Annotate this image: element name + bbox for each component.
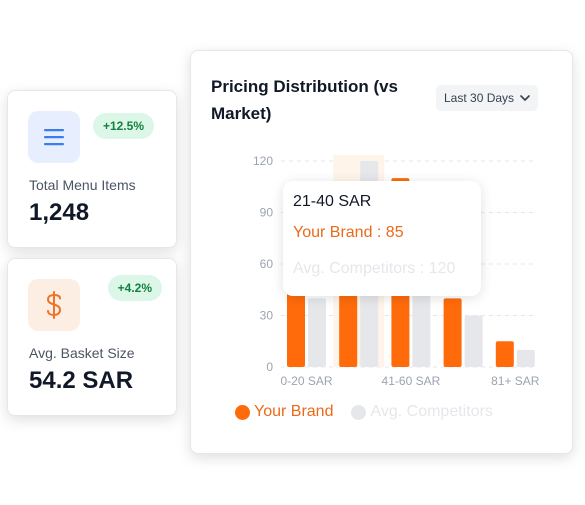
x-tick-label: 0-20 SAR [280,374,332,388]
stat-value: 54.2 SAR [29,367,134,394]
bar-brand [287,289,305,367]
menu-lines-icon [28,111,80,163]
legend-swatch-competitors [351,404,367,420]
chart-title: Pricing Distribution (vs Market) [211,77,399,123]
y-tick-label: 60 [260,257,274,271]
legend-label-competitors: Avg. Competitors [370,403,493,420]
date-range-label: Last 30 Days [444,91,515,105]
legend-swatch-brand [235,404,250,420]
chevron-down-icon [520,95,530,101]
legend-item-competitors[interactable]: Avg. Competitors [351,403,493,421]
legend-item-brand[interactable]: Your Brand [235,403,333,421]
date-range-select[interactable]: Last 30 Days [436,85,539,111]
bar-brand [495,341,514,367]
x-tick-label: 41-60 SAR [382,374,441,388]
tooltip-brand-value: Your Brand : 85 [293,224,404,241]
stat-label: Total Menu Items [29,177,136,193]
y-tick-label: 90 [260,206,274,220]
tooltip-competitors-value: Avg. Competitors : 120 [293,260,456,277]
dollar-icon [28,279,80,331]
tooltip-title: 21-40 SAR [293,193,372,210]
y-tick-label: 30 [260,309,274,323]
pricing-distribution-card: Pricing Distribution (vs Market) Last 30… [190,50,573,454]
x-tick-label: 81+ SAR [491,374,540,388]
change-badge: +4.2% [107,275,162,301]
bar-brand [443,298,462,367]
stat-card-total-menu-items: +12.5% Total Menu Items 1,248 [7,90,177,248]
stat-card-avg-basket-size: +4.2% Avg. Basket Size 54.2 SAR [7,258,177,416]
bar-competitors [464,315,483,367]
bar-competitors [308,298,326,367]
y-tick-label: 120 [253,154,273,168]
change-badge: +12.5% [92,113,154,139]
chart-legend: Your Brand Avg. Competitors [235,403,493,421]
stat-value: 1,248 [29,199,90,226]
stat-label: Avg. Basket Size [29,345,135,361]
bar-competitors [516,349,535,367]
chart-tooltip: 21-40 SAR Your Brand : 85 Avg. Competito… [283,181,481,296]
y-tick-label: 0 [266,360,273,374]
legend-label-brand: Your Brand [254,403,334,420]
